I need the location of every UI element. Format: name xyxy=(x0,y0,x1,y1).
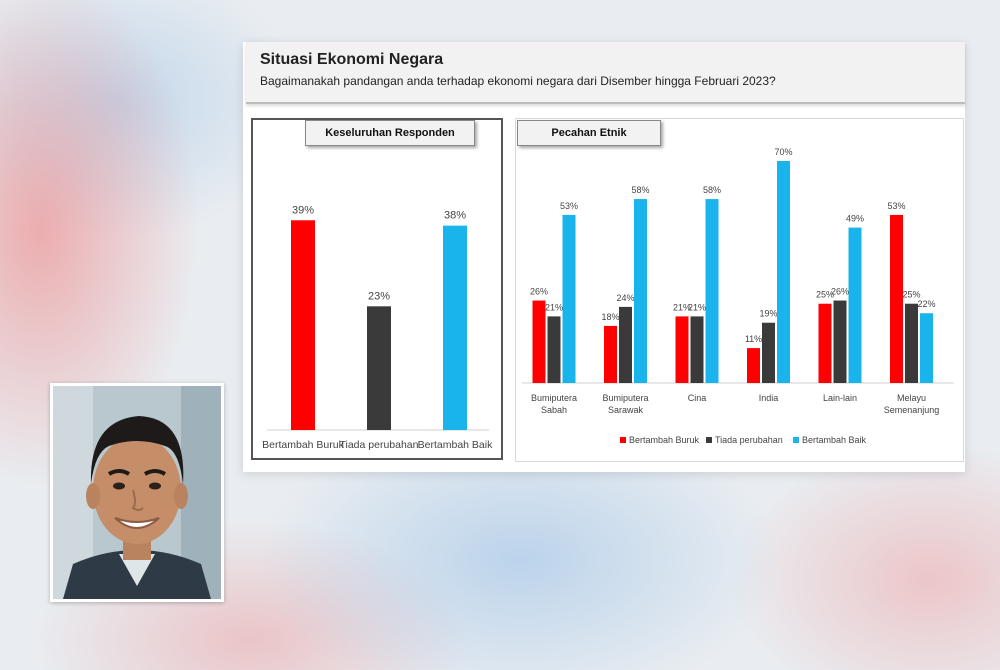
bar-1 xyxy=(367,306,391,430)
bar-0-0 xyxy=(532,300,546,383)
legend-swatch-0 xyxy=(620,437,626,443)
bar-4-0 xyxy=(818,303,832,383)
value-label-0-2: 53% xyxy=(560,201,578,211)
legend-label-2: Bertambah Baik xyxy=(802,435,867,445)
bar-2-0 xyxy=(675,316,689,383)
category-label-0-0: Bumiputera xyxy=(531,393,577,403)
category-label-0: Bertambah Buruk xyxy=(262,439,344,451)
category-label-1-0: Bumiputera xyxy=(602,393,648,403)
category-label-5-0: Melayu xyxy=(897,393,926,403)
survey-card: Situasi Ekonomi Negara Bagaimanakah pand… xyxy=(243,42,965,472)
bar-0-2 xyxy=(562,214,576,383)
value-label-1-1: 24% xyxy=(616,293,634,303)
bar-5-1 xyxy=(905,303,918,383)
ethnic-panel-title: Pecahan Etnik xyxy=(517,120,661,146)
bar-0-1 xyxy=(547,316,561,383)
bar-2-2 xyxy=(705,199,719,383)
bar-1-2 xyxy=(634,199,647,383)
category-label-0-1: Sabah xyxy=(541,405,567,415)
bar-2 xyxy=(443,225,467,430)
bar-1-1 xyxy=(619,306,632,383)
bar-0 xyxy=(291,220,315,430)
category-label-3-0: India xyxy=(759,393,779,403)
category-label-4-0: Lain-lain xyxy=(823,393,857,403)
value-label-0-1: 21% xyxy=(545,302,563,312)
value-label-1: 23% xyxy=(368,290,390,302)
overall-panel-title: Keseluruhan Responden xyxy=(305,120,475,146)
value-label-3-1: 19% xyxy=(759,309,777,319)
overall-bar-chart: 39% Bertambah Buruk 23% Tiada perubahan 38% B… xyxy=(262,204,493,451)
chart-subtitle: Bagaimanakah pandangan anda terhadap eko… xyxy=(260,74,776,88)
category-label-2: Bertambah Baik xyxy=(418,439,493,451)
value-label-4-0: 25% xyxy=(816,290,834,300)
value-label-5-1: 25% xyxy=(902,290,920,300)
value-label-2: 38% xyxy=(444,210,466,222)
ethnic-bar-chart: 26% 21% 53% Bumiputera Sabah 18% 24% 58% Bumiput… xyxy=(522,147,954,445)
value-label-3-0: 11% xyxy=(745,334,762,344)
value-label-4-1: 26% xyxy=(831,287,849,297)
value-label-4-2: 49% xyxy=(846,214,864,224)
value-label-5-2: 22% xyxy=(917,299,935,309)
value-label-0-0: 26% xyxy=(530,287,548,297)
value-label-0: 39% xyxy=(292,204,314,216)
legend-swatch-1 xyxy=(706,437,712,443)
value-label-5-0: 53% xyxy=(887,201,905,211)
value-label-1-0: 18% xyxy=(601,312,619,322)
category-label-1-1: Sarawak xyxy=(608,405,644,415)
bar-3-2 xyxy=(777,161,790,383)
value-label-3-2: 70% xyxy=(774,147,792,157)
legend-swatch-2 xyxy=(793,437,799,443)
header-box: Situasi Ekonomi Negara Bagaimanakah pand… xyxy=(246,42,965,104)
legend-label-1: Tiada perubahan xyxy=(715,435,783,445)
bar-1-0 xyxy=(604,325,617,383)
ethnic-panel: 26% 21% 53% Bumiputera Sabah 18% 24% 58% Bumiput… xyxy=(515,118,964,462)
portrait-image xyxy=(53,386,221,599)
legend-label-0: Bertambah Buruk xyxy=(629,435,700,445)
value-label-1-2: 58% xyxy=(631,185,649,195)
bar-5-0 xyxy=(890,214,903,383)
value-label-2-1: 21% xyxy=(688,302,706,312)
bar-4-1 xyxy=(833,300,847,383)
chart-title: Situasi Ekonomi Negara xyxy=(260,51,444,68)
overall-panel: 39% Bertambah Buruk 23% Tiada perubahan 38% B… xyxy=(251,118,503,460)
category-label-2-0: Cina xyxy=(688,393,707,403)
bar-3-0 xyxy=(747,348,760,383)
category-label-5-1: Semenanjung xyxy=(884,405,940,415)
bar-2-1 xyxy=(690,316,704,383)
bar-5-2 xyxy=(920,313,933,383)
bar-3-1 xyxy=(762,322,775,383)
portrait-photo xyxy=(50,383,224,602)
bar-4-2 xyxy=(848,227,862,383)
value-label-2-2: 58% xyxy=(703,185,721,195)
value-label-2-0: 21% xyxy=(673,302,691,312)
category-label-1: Tiada perubahan xyxy=(339,439,418,451)
